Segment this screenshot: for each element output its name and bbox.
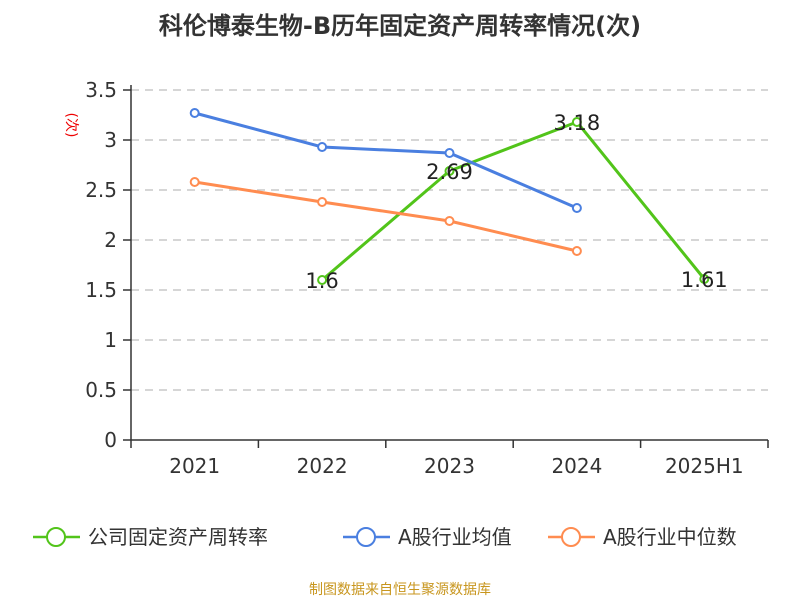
legend-label: A股行业均值: [398, 525, 512, 549]
y-tick-label: 1: [104, 328, 117, 352]
y-tick-label: 3.5: [85, 78, 117, 102]
x-tick-label: 2024: [551, 454, 602, 478]
data-point: [189, 108, 200, 118]
y-tick-label: 1.5: [85, 278, 117, 302]
series-line-0: [321, 120, 706, 282]
data-point: [571, 117, 582, 127]
y-tick-label: 3: [104, 128, 117, 152]
data-point: [317, 275, 328, 285]
x-tick-label: 2023: [424, 454, 475, 478]
data-point: [444, 216, 455, 226]
data-label: 1.61: [681, 268, 728, 292]
data-point: [444, 166, 455, 176]
y-tick-label: 0.5: [85, 378, 117, 402]
x-tick-label: 2022: [297, 454, 348, 478]
legend-label: 公司固定资产周转率: [88, 525, 268, 549]
legend-marker: [561, 527, 581, 547]
chart-title: 科伦博泰生物-B历年固定资产周转率情况(次): [158, 12, 642, 40]
data-label: 1.6: [305, 269, 338, 293]
data-label: 3.18: [554, 111, 601, 135]
data-point: [444, 148, 455, 158]
y-axis-label: (次): [63, 113, 79, 138]
source-note: 制图数据来自恒生聚源数据库: [309, 582, 491, 598]
y-tick-label: 0: [104, 428, 117, 452]
series-line-2: [194, 180, 578, 253]
legend-marker: [356, 527, 376, 547]
data-point: [189, 177, 200, 187]
legend-label: A股行业中位数: [603, 525, 737, 549]
data-point: [571, 203, 582, 213]
data-point: [317, 142, 328, 152]
series-line-1: [194, 111, 578, 210]
data-point: [699, 274, 710, 284]
data-label: 2.69: [426, 160, 473, 184]
y-tick-label: 2: [104, 228, 117, 252]
x-tick-label: 2021: [169, 454, 220, 478]
data-point: [317, 197, 328, 207]
x-tick-label: 2025H1: [665, 454, 744, 478]
y-tick-label: 2.5: [85, 178, 117, 202]
legend-marker: [46, 527, 66, 547]
data-point: [571, 246, 582, 256]
